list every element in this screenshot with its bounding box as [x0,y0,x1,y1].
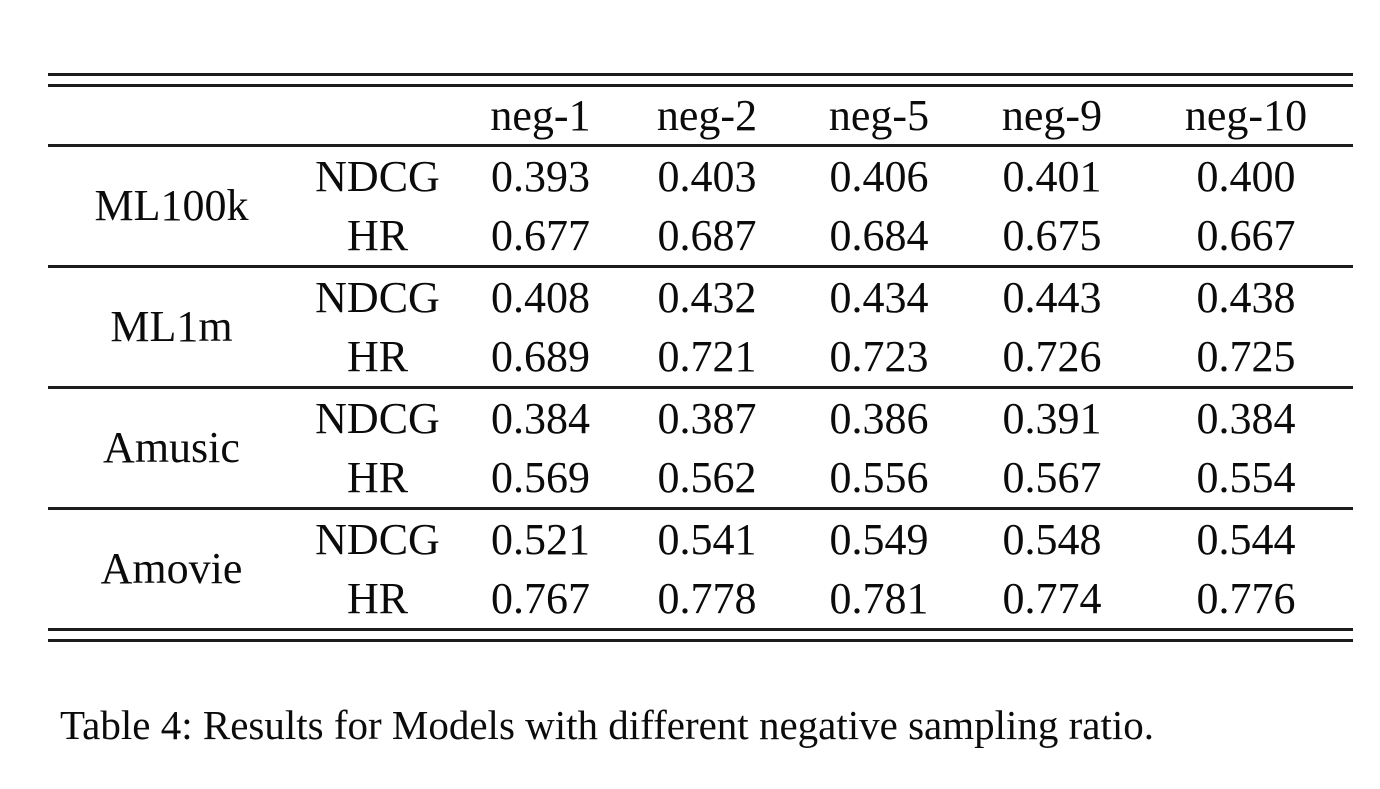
metric-label: NDCG [315,514,440,564]
table-row-ml100k-hr: HR 0.677 0.687 0.684 0.675 0.667 [48,206,1353,268]
table-row-ml1m-hr: HR 0.689 0.721 0.723 0.726 0.725 [48,327,1353,389]
metric-value: 0.401 [1002,151,1102,201]
dataset-label-ml1m: ML1m [48,266,295,389]
metric-value: 0.403 [657,151,757,201]
metric-value: 0.521 [491,514,590,564]
metric-label: HR [295,206,460,268]
col-header-neg-2: neg-2 [621,87,793,147]
metric-value: 0.548 [1002,514,1102,564]
metric-label: HR [346,573,409,623]
metric-label: HR [295,327,460,389]
metric-column-header [295,87,460,147]
metric-value: 0.723 [793,327,965,389]
metric-value: 0.667 [1139,206,1353,268]
dataset-label-amusic: Amusic [48,387,295,510]
metric-value: 0.556 [793,448,965,510]
metric-value: 0.569 [460,448,621,510]
metric-value: 0.443 [1002,272,1102,322]
metric-value: 0.408 [491,272,590,322]
metric-label: NDCG [315,151,440,201]
col-header-neg-10: neg-10 [1139,87,1353,147]
metric-value: 0.384 [491,393,590,443]
metric-value: 0.725 [1139,327,1353,389]
metric-value: 0.677 [460,206,621,268]
metric-value: 0.384 [1196,393,1296,443]
table-row-amovie-hr: HR 0.767 0.778 0.781 0.774 0.776 [48,569,1353,628]
metric-value: 0.684 [793,206,965,268]
metric-value: 0.386 [829,393,929,443]
metric-label: NDCG [315,272,440,322]
table-row-amovie-ndcg: Amovie NDCG 0.521 0.541 0.549 0.548 0.54… [48,509,1353,590]
table-4-figure: neg-1 neg-2 neg-5 neg-9 neg-10 ML100k ND… [48,73,1353,642]
metric-value: 0.554 [1139,448,1353,510]
metric-value: 0.438 [1196,272,1296,322]
metric-value: 0.541 [657,514,757,564]
header-row: neg-1 neg-2 neg-5 neg-9 neg-10 [48,87,1353,147]
table-row-ml100k-ndcg: ML100k NDCG 0.393 0.403 0.406 0.401 0.40… [48,145,1353,268]
metric-value: 0.562 [621,448,793,510]
table-row-ml1m-ndcg: ML1m NDCG 0.408 0.432 0.434 0.443 0.438 [48,266,1353,389]
col-header-neg-1: neg-1 [460,87,621,147]
metric-value: 0.400 [1196,151,1296,201]
dataset-column-header [48,87,295,147]
metric-value: 0.549 [829,514,929,564]
table-top-double-rule [48,73,1353,87]
dataset-label-amovie: Amovie [100,544,243,593]
table-bottom-double-rule [48,628,1353,642]
metric-value: 0.689 [460,327,621,389]
metric-label: NDCG [315,393,440,443]
metric-label: HR [295,448,460,510]
col-header-neg-5: neg-5 [793,87,965,147]
table-row-amusic-ndcg: Amusic NDCG 0.384 0.387 0.386 0.391 0.38… [48,387,1353,510]
metric-value: 0.776 [1196,573,1296,623]
metric-value: 0.434 [829,272,929,322]
metric-value: 0.774 [1002,573,1102,623]
table-row-amusic-hr: HR 0.569 0.562 0.556 0.567 0.554 [48,448,1353,510]
metric-value: 0.544 [1196,514,1296,564]
metric-value: 0.778 [657,573,757,623]
table-caption: Table 4: Results for Models with differe… [60,702,1155,748]
metric-value: 0.406 [829,151,929,201]
metric-value: 0.767 [491,573,590,623]
col-header-neg-9: neg-9 [965,87,1139,147]
metric-value: 0.391 [1002,393,1102,443]
metric-value: 0.432 [657,272,757,322]
metric-value: 0.675 [965,206,1139,268]
results-table: neg-1 neg-2 neg-5 neg-9 neg-10 ML100k ND… [48,87,1353,628]
metric-value: 0.387 [657,393,757,443]
metric-value: 0.781 [829,573,929,623]
metric-value: 0.726 [965,327,1139,389]
metric-value: 0.567 [965,448,1139,510]
metric-value: 0.721 [621,327,793,389]
metric-value: 0.393 [491,151,590,201]
dataset-label-ml100k: ML100k [48,145,295,268]
metric-value: 0.687 [621,206,793,268]
